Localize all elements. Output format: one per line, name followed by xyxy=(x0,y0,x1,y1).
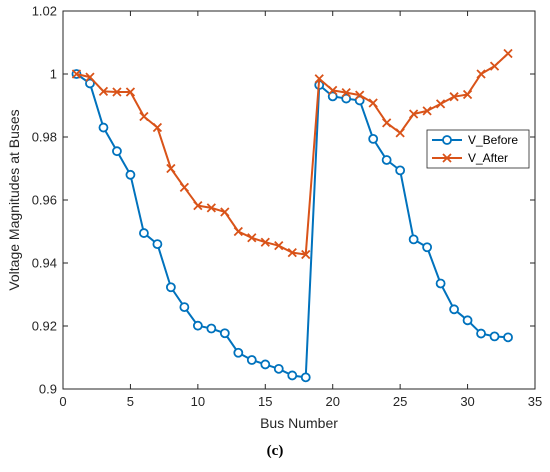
ticks-layer: 0 5 10 15 20 25 30 35 0.9 0.92 0.94 0.96 0.98 1 1.02 xyxy=(32,4,543,410)
data-point-v-after xyxy=(462,89,473,100)
legend: V_Before V_After xyxy=(426,129,530,169)
data-point-v-before xyxy=(341,93,352,104)
data-point-v-before xyxy=(139,228,149,238)
data-point-v-before xyxy=(273,363,284,374)
plot-area xyxy=(63,11,535,389)
data-point-v-after xyxy=(71,69,82,79)
data-point-v-after xyxy=(422,106,432,116)
x-axis-title: Bus Number xyxy=(260,415,338,431)
data-point-v-before xyxy=(449,304,459,315)
data-point-v-after xyxy=(341,87,351,98)
x-tick-label: 20 xyxy=(325,394,339,409)
y-tick-label: 0.9 xyxy=(39,382,57,397)
data-point-v-before xyxy=(246,355,257,365)
data-point-v-after xyxy=(85,72,95,82)
x-tick-label: 10 xyxy=(191,394,205,409)
data-point-v-after xyxy=(503,48,513,59)
data-point-v-after xyxy=(247,233,257,243)
data-point-v-before xyxy=(327,91,338,102)
data-point-v-after xyxy=(476,69,486,79)
data-point-v-after xyxy=(355,90,365,100)
data-point-v-after xyxy=(98,86,109,96)
x-tick-label: 35 xyxy=(528,394,542,409)
data-point-v-after xyxy=(489,61,500,71)
y-axis-title: Voltage Magnitudes at Buses xyxy=(6,109,22,290)
y-tick-label: 1 xyxy=(50,67,57,82)
data-point-v-before xyxy=(462,315,473,326)
y-tick-label: 0.92 xyxy=(32,319,57,334)
data-point-v-after xyxy=(152,122,163,133)
figure-caption: (c) xyxy=(267,443,284,459)
data-point-v-after xyxy=(328,85,338,96)
data-point-v-after xyxy=(125,87,136,97)
y-tick-label: 0.94 xyxy=(32,256,57,271)
data-point-v-before xyxy=(206,323,217,334)
data-point-v-after xyxy=(287,247,297,258)
data-point-v-before xyxy=(395,165,406,176)
data-point-v-before xyxy=(435,278,446,289)
x-tick-label: 0 xyxy=(59,394,66,409)
legend-marker-v-after xyxy=(442,153,452,163)
data-point-v-before xyxy=(300,372,311,383)
data-point-v-before xyxy=(354,95,365,106)
data-point-v-after xyxy=(368,98,378,108)
data-point-v-before xyxy=(422,242,433,253)
series-layer xyxy=(71,48,513,383)
y-tick-label: 0.98 xyxy=(32,130,57,145)
data-point-v-after xyxy=(435,99,446,109)
data-point-v-after xyxy=(449,92,459,102)
data-point-v-before xyxy=(85,78,95,89)
data-point-v-before xyxy=(260,359,271,370)
data-point-v-before xyxy=(381,155,392,165)
data-point-v-before xyxy=(408,234,419,245)
data-point-v-before xyxy=(233,347,244,358)
data-point-v-after xyxy=(274,241,284,251)
data-point-v-after xyxy=(395,128,405,138)
data-point-v-before xyxy=(503,332,513,343)
x-tick-label: 5 xyxy=(127,394,134,409)
data-point-v-after xyxy=(206,203,216,213)
data-point-v-after xyxy=(220,207,230,217)
data-point-v-after xyxy=(382,118,392,128)
legend-label-v-after: V_After xyxy=(468,151,508,165)
y-tick-label: 1.02 xyxy=(32,4,57,19)
data-point-v-after xyxy=(233,226,243,237)
data-point-v-before xyxy=(476,328,486,339)
data-point-v-after xyxy=(179,182,190,193)
data-point-v-after xyxy=(301,249,311,260)
data-point-v-before xyxy=(368,133,379,144)
data-point-v-after xyxy=(260,237,270,247)
data-point-v-after xyxy=(193,201,203,211)
data-point-v-before xyxy=(125,169,136,180)
legend-label-v-before: V_Before xyxy=(468,133,518,147)
data-point-v-after xyxy=(408,109,419,119)
data-point-v-after xyxy=(139,111,149,122)
data-point-v-before xyxy=(152,239,163,250)
x-tick-label: 25 xyxy=(393,394,407,409)
data-point-v-before xyxy=(219,328,230,339)
data-point-v-after xyxy=(314,74,324,84)
legend-marker-v-before xyxy=(442,135,452,145)
y-tick-label: 0.96 xyxy=(32,193,57,208)
data-point-v-before xyxy=(192,320,203,331)
x-tick-label: 15 xyxy=(258,394,272,409)
data-point-v-before xyxy=(489,331,500,342)
data-point-v-before xyxy=(287,370,298,381)
data-point-v-after xyxy=(166,163,176,174)
x-tick-label: 30 xyxy=(460,394,474,409)
data-point-v-before xyxy=(98,122,109,133)
data-point-v-before xyxy=(112,146,122,157)
data-point-v-after xyxy=(112,87,122,97)
data-point-v-before xyxy=(179,302,190,313)
data-point-v-before xyxy=(165,282,176,293)
